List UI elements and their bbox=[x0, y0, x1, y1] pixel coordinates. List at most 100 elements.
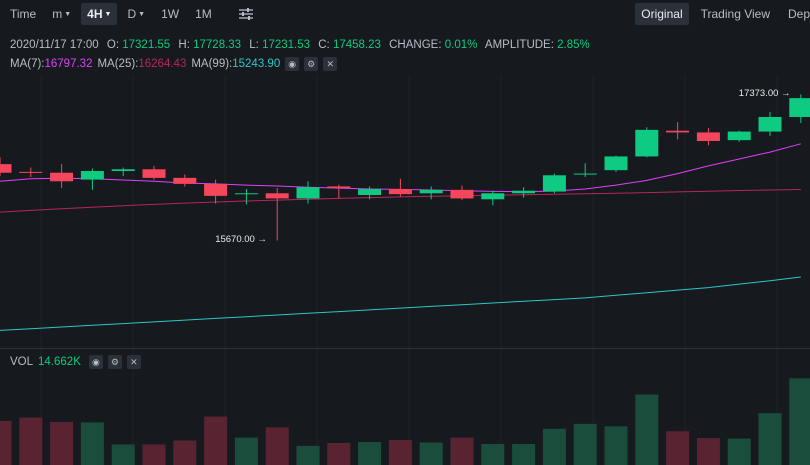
ma25-label: MA(25): bbox=[97, 58, 139, 70]
volume-bar bbox=[727, 438, 751, 465]
candle-body bbox=[234, 193, 258, 195]
caret-down-icon: ▼ bbox=[104, 10, 112, 18]
candle-body bbox=[635, 129, 659, 157]
volume-bar bbox=[696, 438, 720, 465]
volume-bar bbox=[0, 420, 12, 465]
candle-body bbox=[481, 193, 505, 200]
caret-down-icon: ▼ bbox=[138, 10, 146, 18]
candle-body bbox=[789, 98, 810, 117]
candle-body bbox=[388, 189, 412, 195]
volume-bar bbox=[604, 426, 628, 465]
volume-bar bbox=[111, 444, 135, 465]
close-icon[interactable]: ✕ bbox=[323, 57, 338, 71]
volume-bar bbox=[204, 416, 228, 465]
candle-body bbox=[573, 173, 597, 175]
volume-bar bbox=[758, 413, 782, 465]
volume-bar bbox=[450, 437, 474, 465]
volume-bar bbox=[265, 427, 289, 465]
volume-label: VOL bbox=[10, 356, 34, 368]
interval-minutes-label: m bbox=[52, 7, 63, 21]
volume-bar bbox=[173, 440, 197, 465]
interval-4h[interactable]: 4H ▼ bbox=[81, 3, 118, 25]
low-label: L: bbox=[249, 39, 259, 51]
eye-icon[interactable]: ◉ bbox=[285, 57, 300, 71]
view-trading-view[interactable]: Trading View bbox=[695, 3, 776, 25]
close-value: 17458.23 bbox=[332, 39, 381, 51]
toolbar: Time m ▼ 4H ▼ D ▼ 1W 1M Original Trading Vi… bbox=[0, 0, 810, 28]
candle-body bbox=[0, 164, 12, 173]
eye-icon[interactable]: ◉ bbox=[88, 355, 103, 369]
volume-bar bbox=[419, 442, 443, 465]
close-icon[interactable]: ✕ bbox=[126, 355, 141, 369]
volume-bar bbox=[234, 437, 258, 465]
interval-4h-label: 4H bbox=[87, 7, 103, 21]
candle-body bbox=[512, 190, 536, 194]
view-depth-label: Depth bbox=[788, 7, 810, 21]
ma99-label: MA(99): bbox=[191, 58, 233, 70]
ohlc-info: 2020/11/17 17:00 O: 17321.55 H: 17728.33… bbox=[10, 39, 590, 51]
volume-bar bbox=[542, 428, 566, 465]
volume-bar bbox=[666, 431, 690, 465]
candle-body bbox=[173, 177, 197, 184]
candle-body bbox=[142, 169, 166, 178]
volume-bar bbox=[512, 443, 536, 465]
volume-bar bbox=[19, 417, 43, 465]
low-marker-label: 15670.00 → bbox=[215, 234, 267, 246]
volume-bar bbox=[142, 444, 166, 465]
interval-time[interactable]: Time bbox=[4, 3, 42, 25]
caret-down-icon: ▼ bbox=[64, 10, 72, 18]
ma7-label: MA(7): bbox=[10, 58, 45, 70]
gear-icon[interactable]: ⚙ bbox=[304, 57, 319, 71]
candle-body bbox=[204, 183, 228, 196]
volume-value: 14.662K bbox=[38, 356, 81, 368]
volume-info: VOL 14.662K ◉ ⚙ ✕ bbox=[10, 355, 141, 369]
candle-body bbox=[727, 131, 751, 141]
candle-body bbox=[80, 171, 104, 180]
candle-body bbox=[358, 189, 382, 195]
volume-bar bbox=[80, 422, 104, 465]
interval-1m[interactable]: 1M bbox=[189, 3, 218, 25]
volume-bar bbox=[573, 423, 597, 465]
close-label: C: bbox=[318, 39, 330, 51]
high-label: H: bbox=[178, 39, 190, 51]
view-original-label: Original bbox=[641, 7, 683, 21]
candle-body bbox=[111, 169, 135, 171]
view-original[interactable]: Original bbox=[635, 3, 689, 25]
amplitude-label: AMPLITUDE: bbox=[484, 39, 554, 51]
ma25-value: 16264.43 bbox=[138, 58, 187, 70]
candle-body bbox=[265, 193, 289, 199]
ma-info: MA(7): 16797.32 MA(25): 16264.43 MA(99):… bbox=[10, 57, 338, 71]
candle-body bbox=[666, 130, 690, 133]
interval-time-label: Time bbox=[10, 7, 37, 21]
view-trading-view-label: Trading View bbox=[700, 7, 770, 21]
view-switcher: Original Trading View Depth bbox=[629, 0, 810, 28]
ma99-line bbox=[0, 276, 801, 331]
high-value: 17728.33 bbox=[193, 39, 242, 51]
volume-bar bbox=[358, 441, 382, 465]
candle-body bbox=[696, 132, 720, 141]
low-value: 17231.53 bbox=[262, 39, 311, 51]
ma99-value: 15243.90 bbox=[232, 58, 281, 70]
candle-date: 2020/11/17 17:00 bbox=[10, 39, 99, 51]
candle-body bbox=[327, 186, 351, 189]
volume-bar bbox=[296, 445, 320, 465]
candle-body bbox=[542, 175, 566, 192]
pane-divider bbox=[0, 348, 810, 349]
interval-1w-label: 1W bbox=[161, 7, 180, 21]
candle-body bbox=[758, 117, 782, 132]
volume-bar bbox=[388, 440, 412, 465]
candle-body bbox=[19, 171, 43, 173]
interval-day[interactable]: D ▼ bbox=[121, 3, 151, 25]
indicator-settings-button[interactable] bbox=[232, 3, 260, 25]
volume-bar bbox=[481, 443, 505, 465]
volume-bar bbox=[789, 378, 810, 465]
gear-icon[interactable]: ⚙ bbox=[107, 355, 122, 369]
volume-bar bbox=[327, 442, 351, 465]
candle-body bbox=[604, 156, 628, 171]
interval-1w[interactable]: 1W bbox=[155, 3, 185, 25]
view-depth[interactable]: Depth bbox=[782, 3, 810, 25]
interval-minutes[interactable]: m ▼ bbox=[46, 3, 77, 25]
candle-body bbox=[419, 189, 443, 194]
volume-bar bbox=[635, 394, 659, 465]
